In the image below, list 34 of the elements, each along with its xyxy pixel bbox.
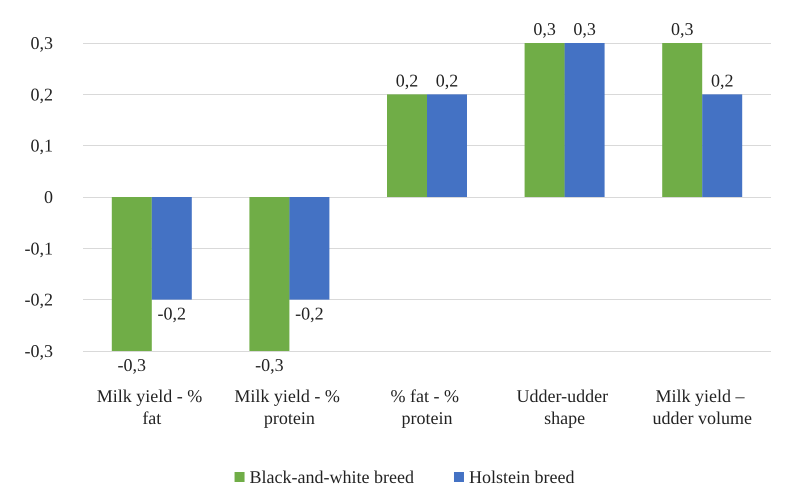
y-tick-label: -0,1	[24, 238, 53, 258]
y-tick-label: -0,3	[24, 341, 53, 361]
bar	[662, 43, 702, 197]
data-label: 0,3	[573, 19, 596, 39]
data-label: 0,2	[396, 70, 418, 90]
y-tick-label: 0	[44, 187, 53, 207]
bar	[524, 43, 565, 197]
bar	[112, 197, 152, 351]
data-label: 0,2	[710, 70, 734, 90]
y-tick-label: 0,3	[30, 33, 53, 53]
x-tick-label: Milk yield - % fat	[96, 386, 207, 428]
x-tick-label: Milk yield – udder volume	[652, 386, 752, 428]
data-label: -0,3	[255, 355, 284, 375]
data-label: 0,3	[670, 19, 694, 39]
x-tick-label: % fat - % protein	[390, 386, 464, 428]
data-label: -0,2	[295, 304, 324, 324]
data-label: -0,2	[158, 304, 186, 324]
data-label: 0,2	[436, 70, 458, 90]
legend-label: Holstein breed	[468, 467, 574, 487]
y-tick-label: 0,1	[30, 136, 53, 156]
x-tick-label: Milk yield - % protein	[234, 386, 344, 428]
bar	[702, 94, 742, 197]
bar	[387, 94, 427, 197]
legend-label: Black-and-white breed	[250, 467, 414, 487]
data-label: 0,3	[533, 19, 556, 39]
data-label: -0,3	[118, 355, 146, 375]
bar	[152, 197, 192, 300]
bar	[249, 197, 290, 351]
y-tick-label: -0,2	[24, 290, 53, 310]
x-tick-label: Udder-udder shape	[516, 386, 613, 428]
bar	[427, 94, 467, 197]
y-tick-label: 0,2	[30, 84, 53, 104]
bar	[564, 43, 605, 197]
bar	[289, 197, 330, 300]
